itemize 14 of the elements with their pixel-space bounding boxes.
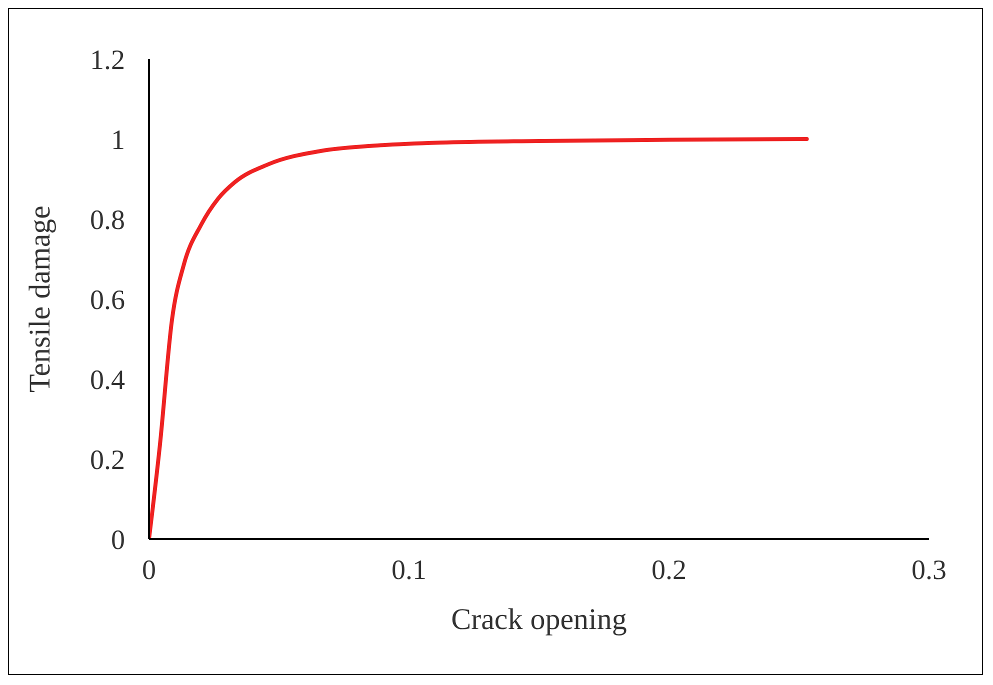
y-tick-label: 0.6 [90, 284, 125, 316]
x-tick-label: 0.3 [912, 554, 946, 586]
y-tick-label: 1.2 [90, 44, 125, 76]
x-tick-label: 0 [142, 554, 156, 586]
y-tick-label: 0.2 [90, 444, 125, 476]
x-tick-label: 0.2 [652, 554, 686, 586]
y-tick-label: 1 [111, 124, 125, 156]
y-axis-title: Tensile damage [24, 206, 57, 392]
x-axis-title: Crack opening [451, 603, 627, 636]
x-tick-label: 0.1 [392, 554, 426, 586]
line-series [149, 137, 809, 539]
y-tick-label: 0 [111, 524, 125, 556]
y-tick-label: 0.4 [90, 364, 125, 396]
y-tick-label: 0.8 [90, 204, 125, 236]
